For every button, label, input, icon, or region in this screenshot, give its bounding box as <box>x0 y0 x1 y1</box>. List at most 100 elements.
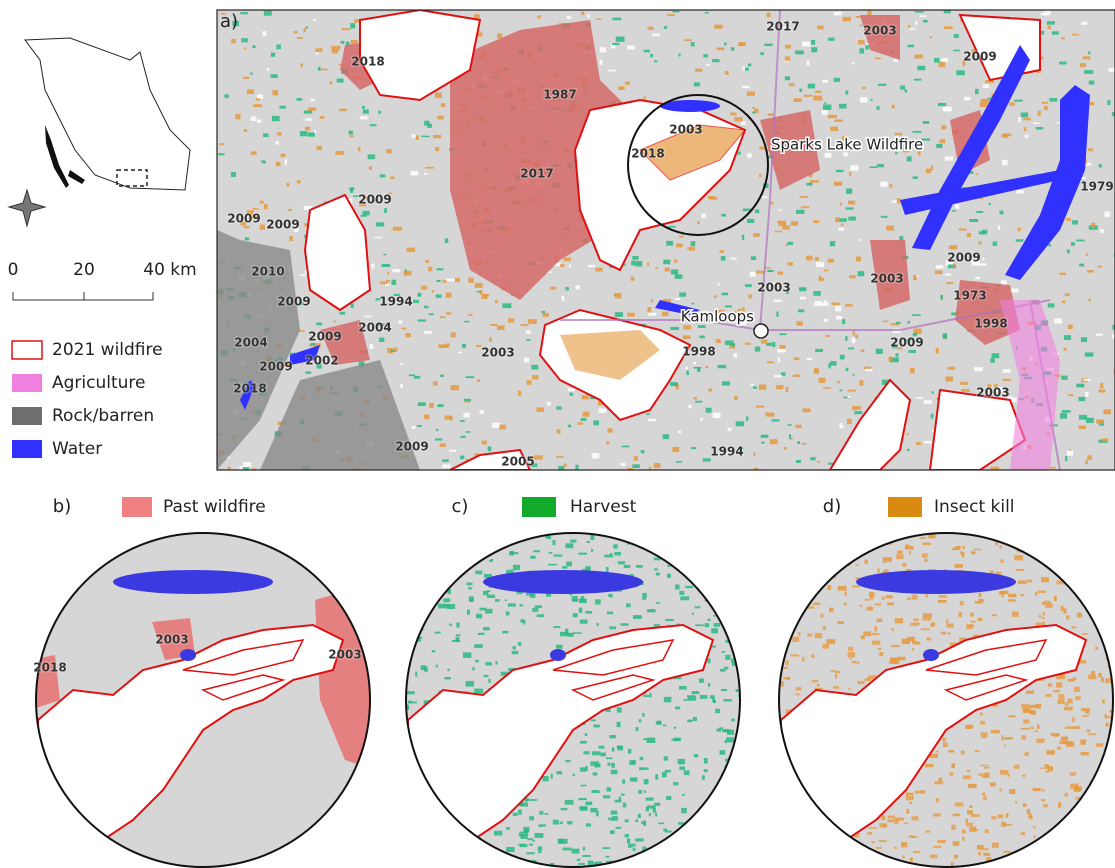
land-cover-patch <box>1033 835 1035 837</box>
scale-label: 40 km <box>143 260 196 280</box>
land-cover-patch <box>241 38 248 42</box>
land-cover-patch <box>1023 709 1031 712</box>
land-cover-patch <box>990 358 994 363</box>
land-cover-patch <box>349 131 353 135</box>
land-cover-patch <box>852 338 856 343</box>
land-cover-patch <box>647 609 656 612</box>
land-cover-patch <box>257 95 263 99</box>
land-cover-patch <box>1084 70 1093 74</box>
land-cover-patch <box>698 581 706 586</box>
land-cover-patch <box>485 662 492 665</box>
land-cover-patch <box>722 293 728 296</box>
land-cover-patch <box>654 803 660 806</box>
land-cover-patch <box>537 614 544 617</box>
land-cover-patch <box>709 846 711 850</box>
land-cover-patch <box>814 370 819 374</box>
scale-label: 20 <box>73 260 95 280</box>
land-cover-patch <box>571 849 579 854</box>
land-cover-patch <box>775 773 780 776</box>
land-cover-patch <box>600 60 603 65</box>
land-cover-patch <box>252 45 255 48</box>
land-cover-patch <box>1096 599 1103 604</box>
land-cover-patch <box>975 601 983 604</box>
land-cover-patch <box>683 335 691 339</box>
land-cover-patch <box>824 319 828 322</box>
land-cover-patch <box>513 565 520 570</box>
land-cover-patch <box>1000 770 1009 775</box>
land-cover-patch <box>400 384 403 388</box>
land-cover-patch <box>1098 389 1105 392</box>
land-cover-patch <box>776 647 779 649</box>
land-cover-patch <box>828 363 830 368</box>
land-cover-patch <box>446 343 450 347</box>
land-cover-patch <box>753 233 760 237</box>
land-cover-patch <box>679 236 684 238</box>
land-cover-patch <box>854 411 862 414</box>
land-cover-patch <box>1048 244 1051 246</box>
land-cover-patch <box>450 848 457 850</box>
land-cover-patch <box>648 419 656 421</box>
land-cover-patch <box>449 578 455 581</box>
land-cover-patch <box>828 38 834 41</box>
land-cover-patch <box>840 355 845 360</box>
place-label: Sparks Lake Wildfire <box>771 136 923 154</box>
land-cover-patch <box>981 732 988 735</box>
land-cover-patch <box>871 99 873 101</box>
land-cover-patch <box>408 858 416 862</box>
land-cover-patch <box>592 453 600 458</box>
land-cover-patch <box>449 450 456 452</box>
land-cover-patch <box>405 570 411 572</box>
land-cover-patch <box>531 365 538 370</box>
land-cover-patch <box>458 352 462 354</box>
land-cover-patch <box>432 290 434 293</box>
land-cover-patch <box>1064 793 1068 797</box>
land-cover-patch <box>497 33 502 38</box>
land-cover-patch <box>583 847 585 851</box>
land-cover-patch <box>432 650 435 652</box>
land-cover-patch <box>400 817 405 821</box>
land-cover-patch <box>859 25 862 27</box>
legend-label: Agriculture <box>52 373 146 393</box>
land-cover-patch <box>1052 31 1059 34</box>
land-cover-patch <box>993 242 997 246</box>
land-cover-patch <box>655 813 657 817</box>
land-cover-patch <box>1008 715 1015 717</box>
land-cover-patch <box>778 209 781 211</box>
land-cover-patch <box>730 258 737 260</box>
land-cover-patch <box>867 832 872 834</box>
land-cover-patch <box>442 465 450 468</box>
land-cover-patch <box>382 264 391 267</box>
land-cover-patch <box>508 603 516 606</box>
fire-year-label: 2018 <box>233 382 266 396</box>
land-cover-patch <box>487 861 495 863</box>
land-cover-patch <box>579 608 583 613</box>
land-cover-patch <box>581 418 587 421</box>
land-cover-patch <box>424 415 430 420</box>
land-cover-patch <box>747 689 750 694</box>
land-cover-patch <box>949 772 953 776</box>
land-cover-patch <box>938 103 946 106</box>
land-cover-patch <box>865 631 869 633</box>
land-cover-patch <box>940 295 942 299</box>
land-cover-patch <box>621 794 625 796</box>
land-cover-patch <box>1023 774 1026 776</box>
land-cover-patch <box>513 646 516 649</box>
land-cover-patch <box>835 217 840 221</box>
land-cover-patch <box>869 827 877 829</box>
land-cover-patch <box>479 410 484 414</box>
land-cover-patch <box>383 254 386 256</box>
land-cover-patch <box>673 738 681 742</box>
land-cover-patch <box>432 571 437 574</box>
land-cover-patch <box>1036 72 1040 74</box>
land-cover-patch <box>688 851 693 854</box>
land-cover-patch <box>264 204 268 209</box>
land-cover-patch <box>537 16 541 19</box>
land-cover-patch <box>897 551 902 554</box>
land-cover-patch <box>585 611 592 614</box>
land-cover-patch <box>722 829 726 833</box>
land-cover-patch <box>1018 117 1021 122</box>
land-cover-patch <box>1093 830 1096 832</box>
land-cover-patch <box>652 34 660 37</box>
land-cover-patch <box>1037 725 1040 730</box>
land-cover-patch <box>469 599 472 602</box>
